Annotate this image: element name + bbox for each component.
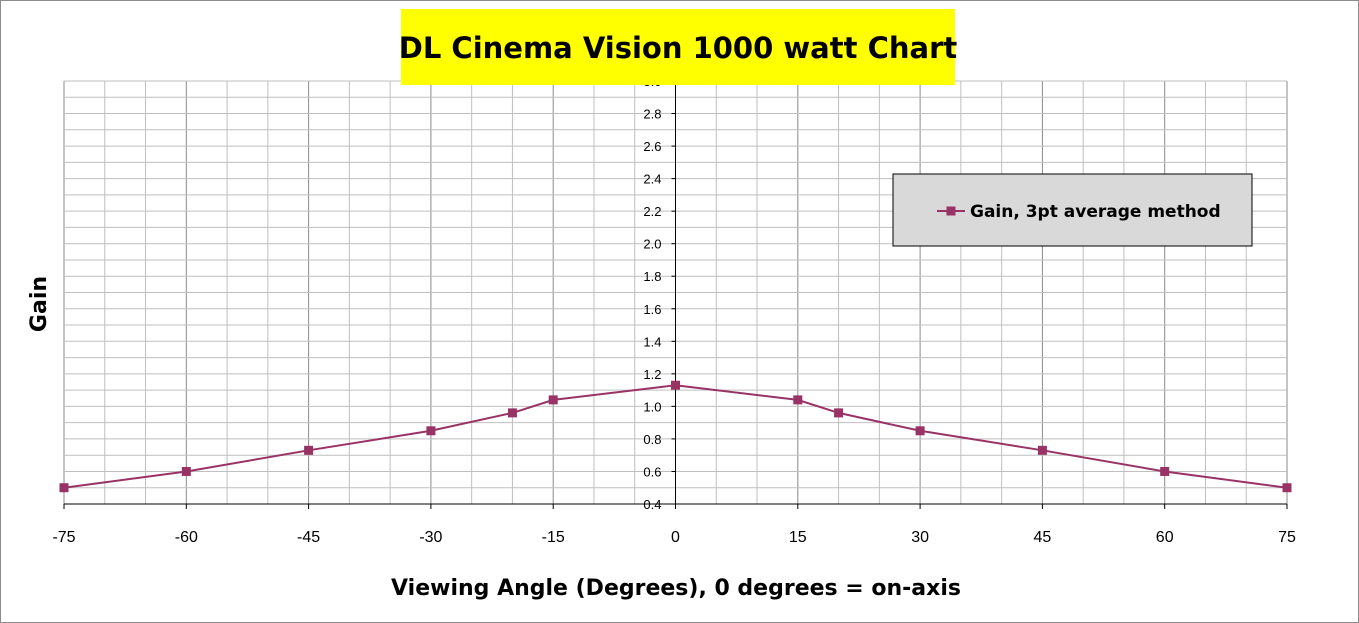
x-tick-label: -15 [542, 529, 565, 546]
series-layer [59, 380, 1292, 493]
legend-marker-swatch [946, 206, 956, 216]
y-tick-label: 2.8 [643, 107, 661, 122]
data-point [834, 408, 844, 418]
x-tick-label: -30 [419, 529, 442, 546]
y-axis-title: Gain [27, 276, 52, 332]
x-tick-label: 30 [911, 529, 929, 546]
axes [63, 80, 1288, 509]
data-point [181, 466, 191, 476]
data-point [59, 483, 69, 493]
x-tick-label: 60 [1156, 529, 1174, 546]
data-point [793, 395, 803, 405]
x-tick-label: 75 [1278, 529, 1296, 546]
tick-labels: -75 -60 -45 -30 -15 0 15 30 45 60 75 0.4 0.6 0.8 1.0 1.… [52, 74, 1296, 546]
y-tick-label: 1.0 [643, 399, 661, 414]
x-tick-label: 0 [671, 529, 680, 546]
y-tick-label: 2.6 [643, 139, 661, 154]
y-tick-label: 1.2 [643, 367, 661, 382]
data-point [671, 380, 680, 390]
y-tick-label: 2.4 [643, 172, 661, 187]
y-tick-label: 1.6 [643, 302, 661, 317]
y-tick-label: 2.0 [643, 237, 661, 252]
x-axis-title: Viewing Angle (Degrees), 0 degrees = on-… [391, 576, 961, 601]
y-tick-label: 2.2 [643, 204, 661, 219]
data-point [1282, 483, 1292, 493]
legend: Gain, 3pt average method [892, 173, 1253, 247]
data-point [304, 445, 314, 455]
legend-label: Gain, 3pt average method [970, 202, 1221, 222]
x-tick-label: -45 [297, 529, 320, 546]
x-tick-label: -75 [52, 529, 75, 546]
chart-title: DL Cinema Vision 1000 watt Chart [399, 31, 958, 65]
chart-title-box [401, 9, 955, 85]
data-point [915, 426, 925, 436]
x-tick-label: 45 [1034, 529, 1052, 546]
data-point [426, 426, 436, 436]
data-point [1037, 445, 1047, 455]
data-point [548, 395, 558, 405]
x-tick-label: -60 [175, 529, 198, 546]
y-tick-label: 1.4 [643, 334, 661, 349]
y-tick-label: 0.8 [643, 432, 661, 447]
data-point [1160, 466, 1170, 476]
x-tick-label: 15 [789, 529, 807, 546]
data-point [507, 408, 517, 418]
y-tick-label: 1.8 [643, 269, 661, 284]
y-tick-label: 0.6 [643, 464, 661, 479]
y-tick-label: 0.4 [643, 497, 661, 512]
